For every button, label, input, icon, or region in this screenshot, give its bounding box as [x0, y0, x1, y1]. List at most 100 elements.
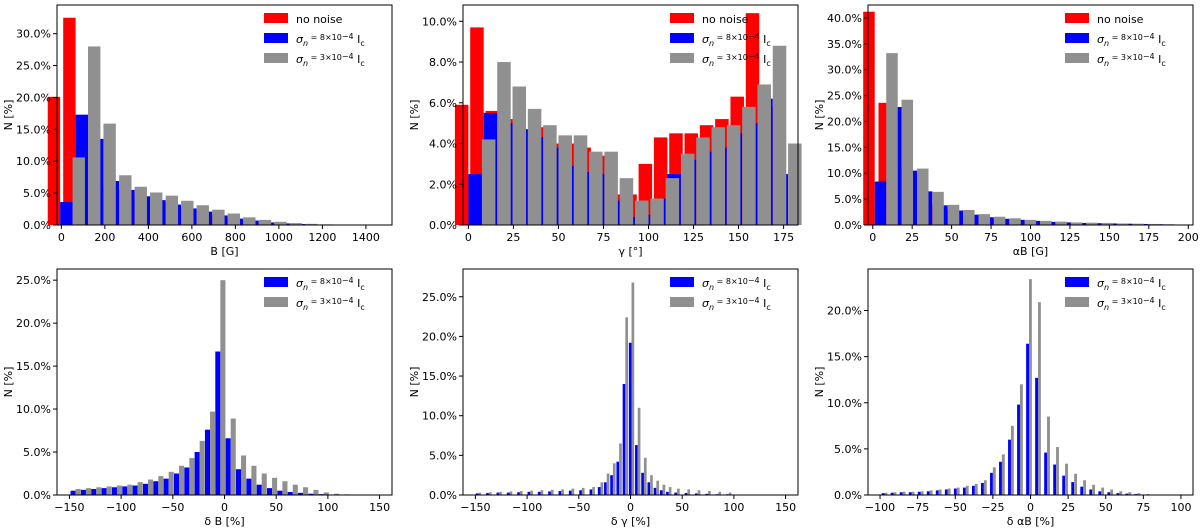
- bar-sigma_3: [893, 492, 897, 495]
- bar-sigma_3: [656, 480, 660, 495]
- bar-sigma_3: [619, 443, 622, 495]
- legend: σn = 8×10−4 Ic σn = 3×10−4 Ic: [1065, 276, 1166, 312]
- legend-label-sigma_3: σn = 3×10−4 Ic: [702, 52, 771, 68]
- x-tick-label: −100: [106, 501, 136, 514]
- y-tick-label: 35.0%: [827, 38, 862, 51]
- x-tick-label: −150: [54, 501, 84, 514]
- bar-sigma_3: [181, 200, 194, 225]
- bar-sigma_3: [974, 483, 978, 495]
- x-axis-label: δ αB [%]: [1007, 515, 1055, 528]
- bar-sigma_3: [600, 482, 604, 495]
- y-tick-label: 25.0%: [422, 291, 457, 304]
- bar-sigma_8: [468, 174, 482, 225]
- y-tick-label: 15.0%: [827, 141, 862, 154]
- bar-sigma_3: [196, 205, 209, 225]
- bar-sigma_3: [1086, 222, 1098, 225]
- bar-sigma_3: [742, 106, 756, 225]
- x-tick-label: −150: [460, 501, 490, 514]
- bar-sigma_3: [1065, 463, 1068, 495]
- legend-swatch-sigma_8: [264, 277, 288, 287]
- bar-sigma_3: [993, 216, 1006, 225]
- bar-sigma_8: [604, 482, 607, 495]
- bar-sigma_3: [947, 204, 960, 225]
- x-tick-label: 50: [675, 501, 689, 514]
- bar-sigma_3: [134, 186, 147, 225]
- bar-sigma_8: [705, 493, 709, 495]
- bar-sigma_3: [668, 487, 672, 495]
- bar-sigma_8: [1098, 491, 1102, 495]
- x-axis-label: γ [°]: [618, 245, 642, 258]
- bar-sigma_3: [165, 195, 179, 225]
- y-tick-label: 10.0%: [827, 397, 862, 410]
- bar-sigma_3: [1092, 484, 1096, 495]
- legend-swatch-sigma_8: [670, 277, 694, 287]
- bar-sigma_8: [908, 492, 912, 495]
- bar-sigma_8: [881, 493, 885, 495]
- bar-sigma_8: [506, 492, 510, 495]
- bar-sigma_3: [571, 488, 575, 495]
- bar-sigma_3: [680, 153, 695, 225]
- chart-alphaB: 0.0% 5.0% 10.0% 15.0% 20.0% 25.0% 30.0% 35.0% 40…: [813, 4, 1199, 258]
- bar-sigma_8: [935, 490, 939, 495]
- bar-sigma_8: [527, 491, 531, 495]
- bar-sigma_3: [96, 487, 102, 495]
- y-tick-label: 5.0%: [23, 446, 51, 459]
- bar-sigma_8: [981, 483, 984, 495]
- bar-sigma_3: [272, 477, 278, 495]
- legend-label-sigma_3: σn = 3×10−4 Ic: [1097, 52, 1166, 68]
- legend-swatch-sigma_8: [670, 33, 694, 43]
- legend-label-sigma_3: σn = 3×10−4 Ic: [1097, 296, 1166, 312]
- bar-sigma_8: [1017, 404, 1020, 495]
- y-tick-label: 10.0%: [422, 15, 457, 28]
- bar-sigma_8: [635, 445, 638, 495]
- bar-sigma_3: [728, 492, 732, 495]
- y-axis-label: N [%]: [2, 367, 15, 398]
- y-tick-label: 4.0%: [429, 138, 457, 151]
- x-tick-label: 25: [506, 231, 520, 244]
- legend: σn = 8×10−4 Ic σn = 3×10−4 Ic: [264, 276, 365, 312]
- x-tick-label: 800: [225, 231, 246, 244]
- y-axis-label: N [%]: [2, 100, 15, 131]
- x-tick-label: 150: [1099, 231, 1120, 244]
- bar-sigma_3: [72, 157, 85, 225]
- bar-sigma_3: [1101, 222, 1114, 225]
- bar-sigma_8: [267, 488, 273, 495]
- bar-sigma_3: [902, 491, 906, 495]
- bar-sigma_3: [1074, 473, 1077, 495]
- bar-sigma_3: [282, 481, 288, 495]
- bar-sigma_8: [308, 493, 314, 495]
- x-tick-label: 25: [1061, 501, 1075, 514]
- legend-label-no_noise: no noise: [296, 13, 343, 26]
- bar-sigma_3: [788, 143, 802, 225]
- bar-sigma_3: [1047, 416, 1050, 495]
- bar-sigma_8: [990, 472, 993, 495]
- legend-label-sigma_3: σn = 3×10−4 Ic: [702, 296, 771, 312]
- y-tick-label: 10.0%: [16, 155, 51, 168]
- y-tick-label: 10.0%: [422, 410, 457, 423]
- bar-sigma_8: [1116, 493, 1120, 495]
- bar-sigma_3: [289, 223, 303, 225]
- y-axis-label: N [%]: [813, 100, 826, 131]
- bar-sigma_8: [953, 488, 957, 495]
- bar-sigma_8: [298, 492, 304, 495]
- x-tick-label: −50: [161, 501, 184, 514]
- bar-sigma_8: [111, 487, 117, 495]
- bar-sigma_3: [884, 492, 888, 495]
- bar-sigma_3: [116, 485, 123, 495]
- x-tick-label: 150: [775, 501, 796, 514]
- bar-sigma_3: [481, 139, 496, 225]
- bar-sigma_8: [173, 473, 180, 495]
- x-tick-label: 75: [1136, 501, 1150, 514]
- bar-sigma_3: [313, 489, 319, 495]
- legend-label-sigma_3: σn = 3×10−4 Ic: [296, 296, 365, 312]
- x-tick-label: 175: [1138, 231, 1159, 244]
- bar-sigma_3: [274, 221, 287, 225]
- x-tick-label: 200: [94, 231, 115, 244]
- bar-sigma_3: [189, 458, 195, 495]
- x-tick-label: −100: [512, 501, 542, 514]
- bar-sigma_8: [610, 475, 613, 495]
- x-axis-label: δ B [%]: [204, 515, 244, 528]
- bar-sigma_8: [142, 483, 148, 495]
- y-tick-label: 20.0%: [16, 91, 51, 104]
- bar-sigma_8: [153, 481, 159, 495]
